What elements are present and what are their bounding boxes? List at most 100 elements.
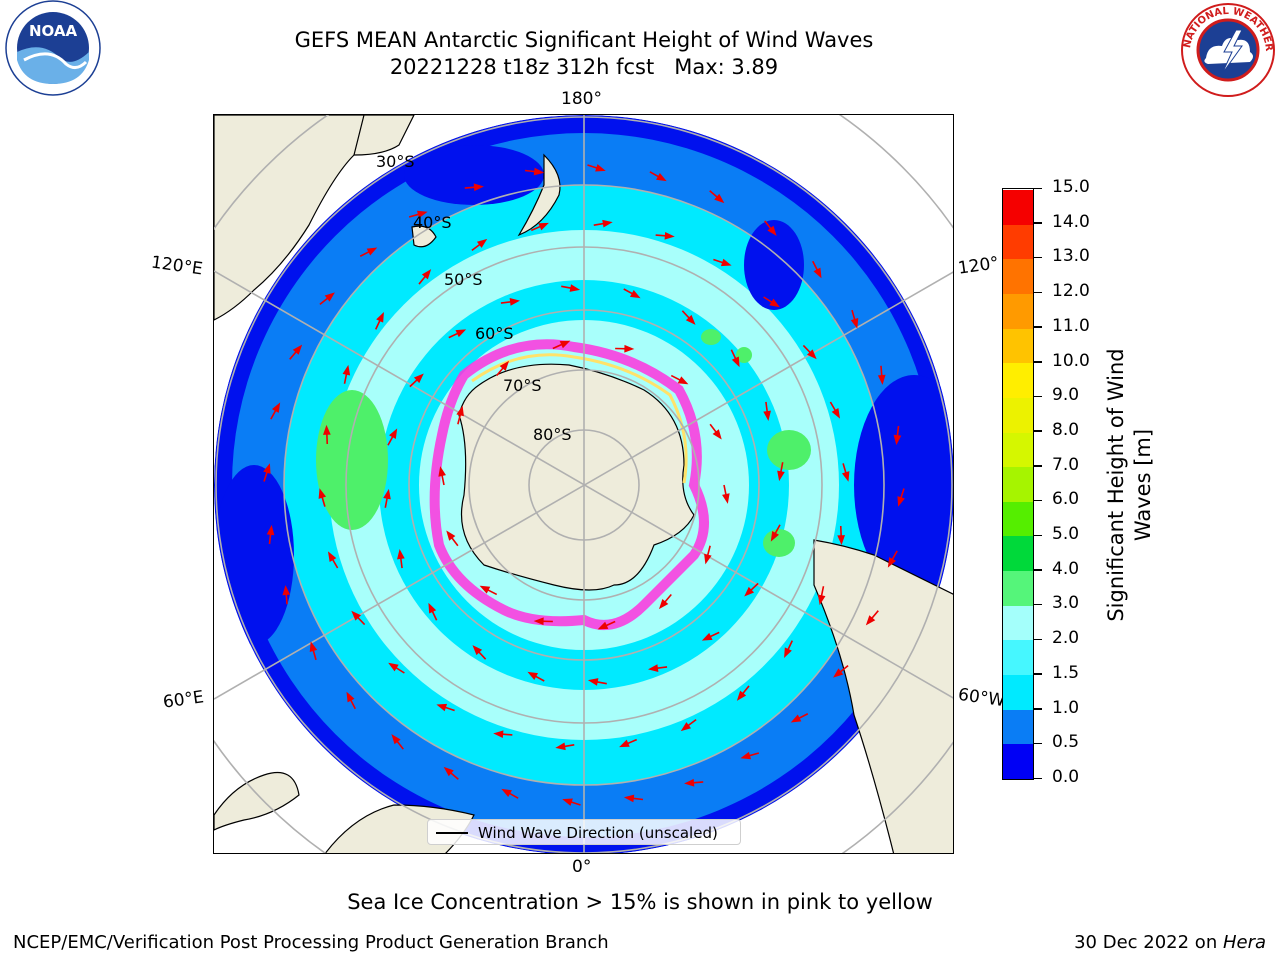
wind-wave-arrowhead: [833, 668, 844, 678]
colorbar-segment: [1003, 639, 1033, 676]
colorbar-tick-label: 0.0: [1052, 767, 1080, 787]
footer-credit: NCEP/EMC/Verification Post Processing Pr…: [13, 932, 609, 953]
colorbar-tick-label: 15.0: [1052, 177, 1090, 197]
colorbar-segment: [1003, 605, 1033, 641]
wind-wave-arrowhead: [837, 535, 846, 546]
lat-label-80: 80°S: [533, 425, 572, 444]
colorbar-tick-label: 0.5: [1052, 732, 1080, 753]
colorbar-segment: [1003, 397, 1033, 433]
footer-machine: Hera: [1222, 932, 1266, 953]
wind-wave-arrowhead: [648, 664, 659, 672]
wind-wave-arrowhead: [656, 172, 667, 182]
wind-wave-arrowhead: [327, 551, 337, 562]
wind-wave-arrowhead: [479, 585, 491, 594]
colorbar-tick-label: 5.0: [1052, 524, 1080, 545]
lat-label-40: 40°S: [413, 213, 452, 232]
lat-label-30: 30°S: [376, 152, 415, 171]
wind-wave-arrowhead: [309, 641, 318, 653]
colorbar-tick: [1034, 361, 1042, 363]
wind-wave-arrowhead: [509, 298, 520, 306]
colorbar-segment: [1003, 535, 1033, 572]
lon-label-upper-left: 120°E: [149, 252, 204, 280]
colorbar-segment: [1003, 570, 1033, 606]
colorbar-tick-label: 8.0: [1052, 419, 1080, 440]
colorbar-tick: [1034, 326, 1042, 328]
wind-wave-arrowhead: [391, 734, 401, 745]
wind-wave-arrowhead: [388, 662, 399, 672]
colorbar-tick-label: 10.0: [1052, 350, 1090, 371]
antarctica: [458, 363, 695, 591]
wind-wave-arrowhead: [893, 434, 902, 446]
wind-wave-arrowhead: [740, 751, 752, 760]
colorbar-tick-label: 1.0: [1052, 697, 1080, 718]
chart-title: GEFS MEAN Antarctic Significant Height o…: [234, 27, 934, 81]
wind-wave-arrowhead: [629, 290, 641, 299]
wind-wave-arrowhead: [769, 298, 780, 308]
colorbar-tick-label: 13.0: [1052, 246, 1090, 267]
colorbar-tick: [1034, 256, 1042, 259]
colorbar-segment: [1003, 189, 1033, 225]
colorbar-tick-label: 2.0: [1052, 628, 1080, 649]
wind-wave-arrowhead: [777, 470, 785, 482]
colorbar-tick: [1034, 777, 1042, 779]
wind-wave-arrowhead: [527, 671, 539, 680]
colorbar-tick: [1034, 673, 1042, 675]
wind-wave-arrowhead: [476, 238, 488, 248]
wind-wave-arrowhead: [383, 488, 391, 500]
noaa-logo-text: NOAA: [29, 22, 78, 40]
legend-line-swatch: [436, 832, 468, 834]
wind-wave-arrowhead: [499, 360, 510, 371]
wind-wave-arrowhead: [684, 778, 695, 787]
colorbar-segment: [1003, 501, 1033, 537]
wind-wave-arrowhead: [685, 314, 696, 325]
noaa-logo: NOAA: [5, 0, 101, 96]
colorbar-tick-label: 14.0: [1052, 211, 1090, 232]
wind-wave-arrowhead: [850, 317, 859, 329]
wind-wave-arrowhead: [562, 798, 573, 806]
wind-wave-arrowhead: [722, 493, 730, 504]
colorbar-tick: [1034, 569, 1042, 571]
colorbar-label: Significant Height of Wind Waves [m]: [1104, 348, 1155, 622]
map-legend: Wind Wave Direction (unscaled): [427, 819, 741, 845]
colorbar-tick: [1034, 465, 1042, 467]
wind-wave-arrowhead: [493, 730, 504, 739]
wind-wave-arrowhead: [831, 408, 841, 419]
colorbar-tick-label: 3.0: [1052, 593, 1080, 614]
colorbar-tick: [1034, 395, 1042, 398]
wind-wave-arrowhead: [322, 424, 331, 435]
colorbar-tick: [1034, 638, 1042, 641]
wind-wave-arrowhead: [501, 788, 512, 798]
nws-logo: NATIONAL WEATHER SERVICE: [1176, 0, 1275, 97]
wind-wave-arrowhead: [767, 225, 777, 236]
wind-wave-arrowhead: [623, 794, 635, 803]
colorbar-tick: [1034, 222, 1042, 224]
wind-wave-arrowhead: [841, 471, 850, 482]
wind-wave-arrowhead: [784, 647, 792, 658]
colorbar-tick-label: 11.0: [1052, 315, 1090, 336]
wind-wave-arrows: [263, 164, 905, 806]
title-line-2: 20221228 t18z 312h fcst Max: 3.89: [389, 55, 779, 79]
wind-wave-arrowhead: [806, 349, 817, 360]
wind-wave-arrowhead: [436, 703, 448, 712]
wind-wave-arrowhead: [720, 258, 732, 267]
lon-label-upper-right: 120°: [956, 253, 1001, 279]
colorbar-segment: [1003, 432, 1033, 468]
map-frame: [213, 114, 954, 854]
title-line-1: GEFS MEAN Antarctic Significant Height o…: [294, 28, 874, 52]
lon-label-lower-right: 60°W: [956, 684, 1007, 712]
wind-wave-arrowhead: [473, 183, 484, 192]
wind-wave-arrowhead: [456, 405, 464, 417]
wind-wave-arrowhead: [897, 496, 905, 507]
wind-wave-arrowhead: [887, 557, 897, 568]
wind-wave-arrowhead: [438, 466, 446, 477]
colorbar-tick: [1034, 603, 1042, 606]
wind-wave-arrowhead: [413, 373, 424, 384]
wind-wave-arrowhead: [597, 621, 609, 630]
colorbar-tick-label: 9.0: [1052, 385, 1080, 406]
wind-wave-arrowhead: [664, 231, 675, 240]
wind-wave-arrowhead: [455, 329, 467, 338]
colorbar-tick-label: 7.0: [1052, 454, 1080, 475]
wind-wave-arrowhead: [428, 602, 437, 614]
wind-wave-arrowhead: [282, 585, 291, 596]
lat-label-60: 60°S: [475, 324, 514, 343]
